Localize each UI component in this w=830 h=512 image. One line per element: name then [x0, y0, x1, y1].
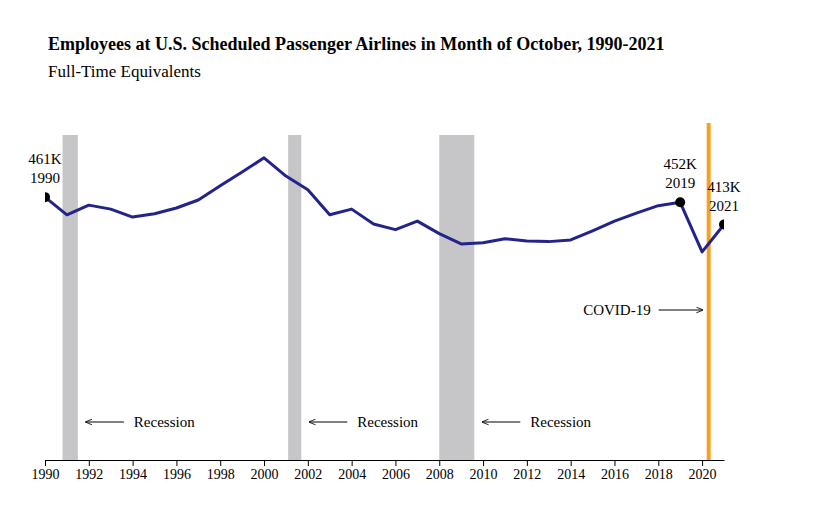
highlight-point — [675, 197, 685, 207]
x-tick: 1990 — [32, 460, 60, 482]
recession-band — [63, 135, 78, 460]
highlight-value: 452K — [664, 156, 698, 172]
x-tick-label: 2010 — [470, 467, 498, 482]
x-tick-mark — [176, 460, 177, 466]
x-tick-mark — [89, 460, 90, 466]
x-tick-label: 2012 — [513, 467, 541, 482]
x-tick-mark — [614, 460, 615, 466]
x-tick-mark — [352, 460, 353, 466]
recession-band — [439, 135, 474, 460]
x-tick-label: 2016 — [601, 467, 629, 482]
x-tick-mark — [702, 460, 703, 466]
x-tick: 2004 — [338, 460, 366, 482]
x-tick-mark — [133, 460, 134, 466]
highlight-value: 413K — [707, 179, 741, 195]
x-tick-label: 2006 — [382, 467, 410, 482]
highlight-year: 2019 — [665, 175, 695, 191]
x-tick-label: 2000 — [251, 467, 279, 482]
x-tick-mark — [658, 460, 659, 466]
x-tick: 2006 — [382, 460, 410, 482]
x-tick-label: 2020 — [689, 467, 717, 482]
arrow — [659, 310, 703, 311]
x-tick-mark — [220, 460, 221, 466]
x-tick: 2010 — [470, 460, 498, 482]
recession-label: Recession — [134, 414, 195, 430]
annotations: 461K 1990 452K 2019 413K 2021 Recession Recessi… — [28, 151, 741, 430]
highlight-value: 461K — [28, 151, 62, 167]
x-tick-label: 1998 — [207, 467, 235, 482]
event-line — [707, 123, 711, 460]
x-tick: 1994 — [119, 460, 147, 482]
x-tick-mark — [264, 460, 265, 466]
x-tick-mark — [483, 460, 484, 466]
x-tick: 2020 — [689, 460, 717, 482]
x-tick-label: 1994 — [119, 467, 147, 482]
x-tick-mark — [571, 460, 572, 466]
x-tick: 2002 — [294, 460, 322, 482]
arrow — [86, 422, 124, 423]
x-tick-label: 2004 — [338, 467, 366, 482]
highlight-point — [719, 220, 724, 230]
event-label: COVID-19 — [583, 302, 651, 318]
highlight-year: 1990 — [30, 170, 60, 186]
highlight-year: 2021 — [709, 198, 739, 214]
x-tick: 2016 — [601, 460, 629, 482]
x-axis: 1990 1992 1994 1996 1998 2000 2002 2004 2006 2008… — [32, 460, 725, 482]
arrow — [482, 422, 520, 423]
x-tick-label: 2014 — [557, 467, 585, 482]
x-tick-label: 1992 — [75, 467, 103, 482]
x-tick-label: 2018 — [645, 467, 673, 482]
series-line — [45, 158, 724, 252]
x-tick: 2018 — [645, 460, 673, 482]
recession-label: Recession — [357, 414, 418, 430]
title: Employees at U.S. Scheduled Passenger Ai… — [48, 34, 665, 54]
x-tick: 2000 — [251, 460, 279, 482]
x-axis-line — [46, 460, 725, 461]
x-tick: 1998 — [207, 460, 235, 482]
x-tick-mark — [45, 460, 46, 466]
x-tick-label: 2008 — [426, 467, 454, 482]
highlight-point — [45, 192, 50, 202]
x-tick: 2008 — [426, 460, 454, 482]
x-tick-mark — [308, 460, 309, 466]
x-tick: 2012 — [513, 460, 541, 482]
x-tick-mark — [527, 460, 528, 466]
chart: Employees at U.S. Scheduled Passenger Ai… — [0, 0, 830, 512]
x-tick-label: 1990 — [32, 467, 60, 482]
arrow — [309, 422, 347, 423]
x-tick: 1992 — [75, 460, 103, 482]
subtitle: Full-Time Equivalents — [48, 62, 201, 81]
x-tick-mark — [439, 460, 440, 466]
plot-area — [45, 123, 724, 460]
x-tick: 2014 — [557, 460, 585, 482]
x-tick-label: 2002 — [294, 467, 322, 482]
x-tick-label: 1996 — [163, 467, 191, 482]
recession-label: Recession — [530, 414, 591, 430]
x-tick: 1996 — [163, 460, 191, 482]
x-tick-mark — [395, 460, 396, 466]
